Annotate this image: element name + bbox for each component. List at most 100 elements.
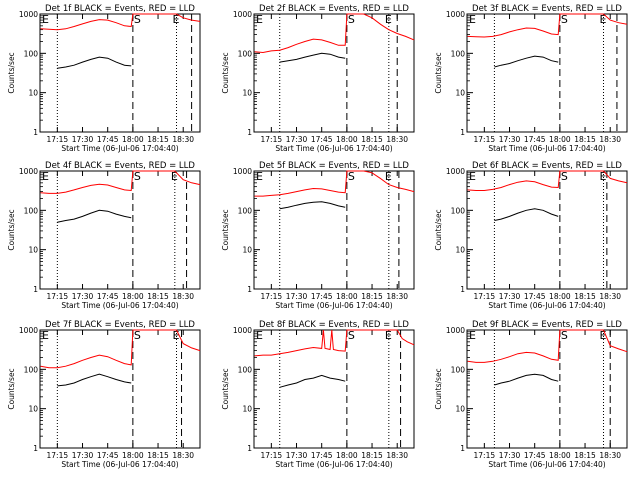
x-tick-label: 17:45: [311, 451, 333, 460]
x-axis-label: Start Time (06-Jul-06 17:04:40): [488, 460, 605, 469]
event-marker-E: E: [256, 170, 263, 183]
x-tick-label: 17:30: [286, 451, 308, 460]
x-tick-label: 18:15: [574, 451, 596, 460]
event-marker-S: S: [348, 13, 355, 26]
x-tick-label: 17:15: [47, 451, 69, 460]
x-axis-label: Start Time (06-Jul-06 17:04:40): [275, 144, 392, 153]
x-tick-label: 18:30: [172, 451, 194, 460]
event-marker-S: S: [134, 170, 141, 183]
y-tick-label: 1000: [19, 326, 38, 335]
plot-frame: [39, 329, 201, 449]
y-tick-label: 1000: [446, 10, 465, 19]
x-tick-label: 17:30: [286, 292, 308, 301]
events-series-line: [494, 373, 559, 386]
lld-series-line: [254, 13, 415, 54]
x-axis-label: Start Time (06-Jul-06 17:04:40): [488, 301, 605, 310]
x-tick-label: 18:00: [122, 451, 144, 460]
panel-title: Det 8f BLACK = Events, RED = LLD: [259, 320, 409, 330]
y-tick-label: 1: [247, 128, 252, 137]
x-tick-label: 17:30: [286, 135, 308, 144]
x-axis-label: Start Time (06-Jul-06 17:04:40): [61, 144, 178, 153]
x-tick-label: 18:00: [549, 451, 571, 460]
event-marker-E: E: [171, 170, 178, 183]
y-tick-label: 10: [242, 246, 252, 255]
event-marker-S: S: [561, 170, 568, 183]
y-tick-label: 100: [238, 206, 253, 215]
x-tick-label: 18:15: [361, 451, 383, 460]
y-tick-label: 10: [242, 89, 252, 98]
y-tick-label: 100: [451, 365, 466, 374]
y-tick-label: 1000: [233, 326, 252, 335]
event-marker-E: E: [173, 329, 180, 342]
events-series-line: [279, 52, 346, 63]
x-tick-label: 17:45: [97, 135, 119, 144]
y-tick-label: 1000: [19, 167, 38, 176]
x-tick-label: 17:45: [524, 451, 546, 460]
lld-series-line: [467, 329, 628, 363]
x-tick-label: 17:30: [72, 135, 94, 144]
y-tick-label: 10: [455, 246, 465, 255]
y-tick-label: 1: [460, 444, 465, 453]
x-tick-label: 18:00: [122, 135, 144, 144]
x-tick-label: 18:30: [599, 292, 621, 301]
y-axis-label: Counts/sec: [221, 368, 230, 409]
events-series-line: [279, 374, 346, 388]
lld-series-line: [40, 170, 201, 194]
plot-frame: [253, 329, 415, 449]
y-axis-label: Counts/sec: [7, 368, 16, 409]
x-tick-label: 17:15: [474, 292, 496, 301]
x-axis-label: Start Time (06-Jul-06 17:04:40): [275, 301, 392, 310]
event-marker-E: E: [469, 170, 476, 183]
y-tick-label: 1: [247, 285, 252, 294]
event-marker-S: S: [348, 329, 355, 342]
y-axis-label: Counts/sec: [221, 52, 230, 93]
y-axis-label: Counts/sec: [7, 209, 16, 250]
y-axis-label: Counts/sec: [434, 52, 443, 93]
y-tick-label: 100: [24, 49, 39, 58]
event-marker-S: S: [561, 329, 568, 342]
event-marker-E: E: [385, 170, 392, 183]
x-tick-label: 18:30: [386, 292, 408, 301]
y-axis-label: Counts/sec: [434, 368, 443, 409]
x-tick-label: 17:15: [261, 135, 283, 144]
x-tick-label: 17:15: [261, 451, 283, 460]
y-tick-label: 1000: [233, 167, 252, 176]
panel-title: Det 3f BLACK = Events, RED = LLD: [472, 4, 622, 14]
y-tick-label: 10: [28, 89, 38, 98]
panel-title: Det 4f BLACK = Events, RED = LLD: [45, 161, 195, 171]
lld-series-line: [40, 13, 201, 31]
y-tick-label: 10: [455, 89, 465, 98]
y-tick-label: 10: [242, 405, 252, 414]
x-tick-label: 17:15: [47, 135, 69, 144]
x-tick-label: 18:30: [599, 451, 621, 460]
y-tick-label: 1: [460, 285, 465, 294]
lld-series-line: [467, 170, 628, 191]
event-marker-E: E: [469, 13, 476, 26]
y-tick-label: 10: [455, 405, 465, 414]
events-series-line: [494, 208, 559, 221]
plot-frame: [466, 170, 628, 290]
event-marker-E: E: [600, 170, 607, 183]
event-marker-E: E: [385, 329, 392, 342]
event-marker-E: E: [173, 13, 180, 26]
y-tick-label: 1000: [446, 167, 465, 176]
y-tick-label: 1000: [446, 326, 465, 335]
x-tick-label: 18:15: [147, 135, 169, 144]
event-marker-S: S: [134, 329, 141, 342]
event-marker-E: E: [256, 13, 263, 26]
y-tick-label: 100: [238, 365, 253, 374]
event-marker-E: E: [42, 170, 49, 183]
plot-frame: [466, 329, 628, 449]
y-tick-label: 1: [247, 444, 252, 453]
x-tick-label: 17:15: [474, 135, 496, 144]
x-tick-label: 17:30: [72, 451, 94, 460]
x-tick-label: 18:15: [361, 292, 383, 301]
y-tick-label: 1: [460, 128, 465, 137]
plot-frame: [253, 170, 415, 290]
